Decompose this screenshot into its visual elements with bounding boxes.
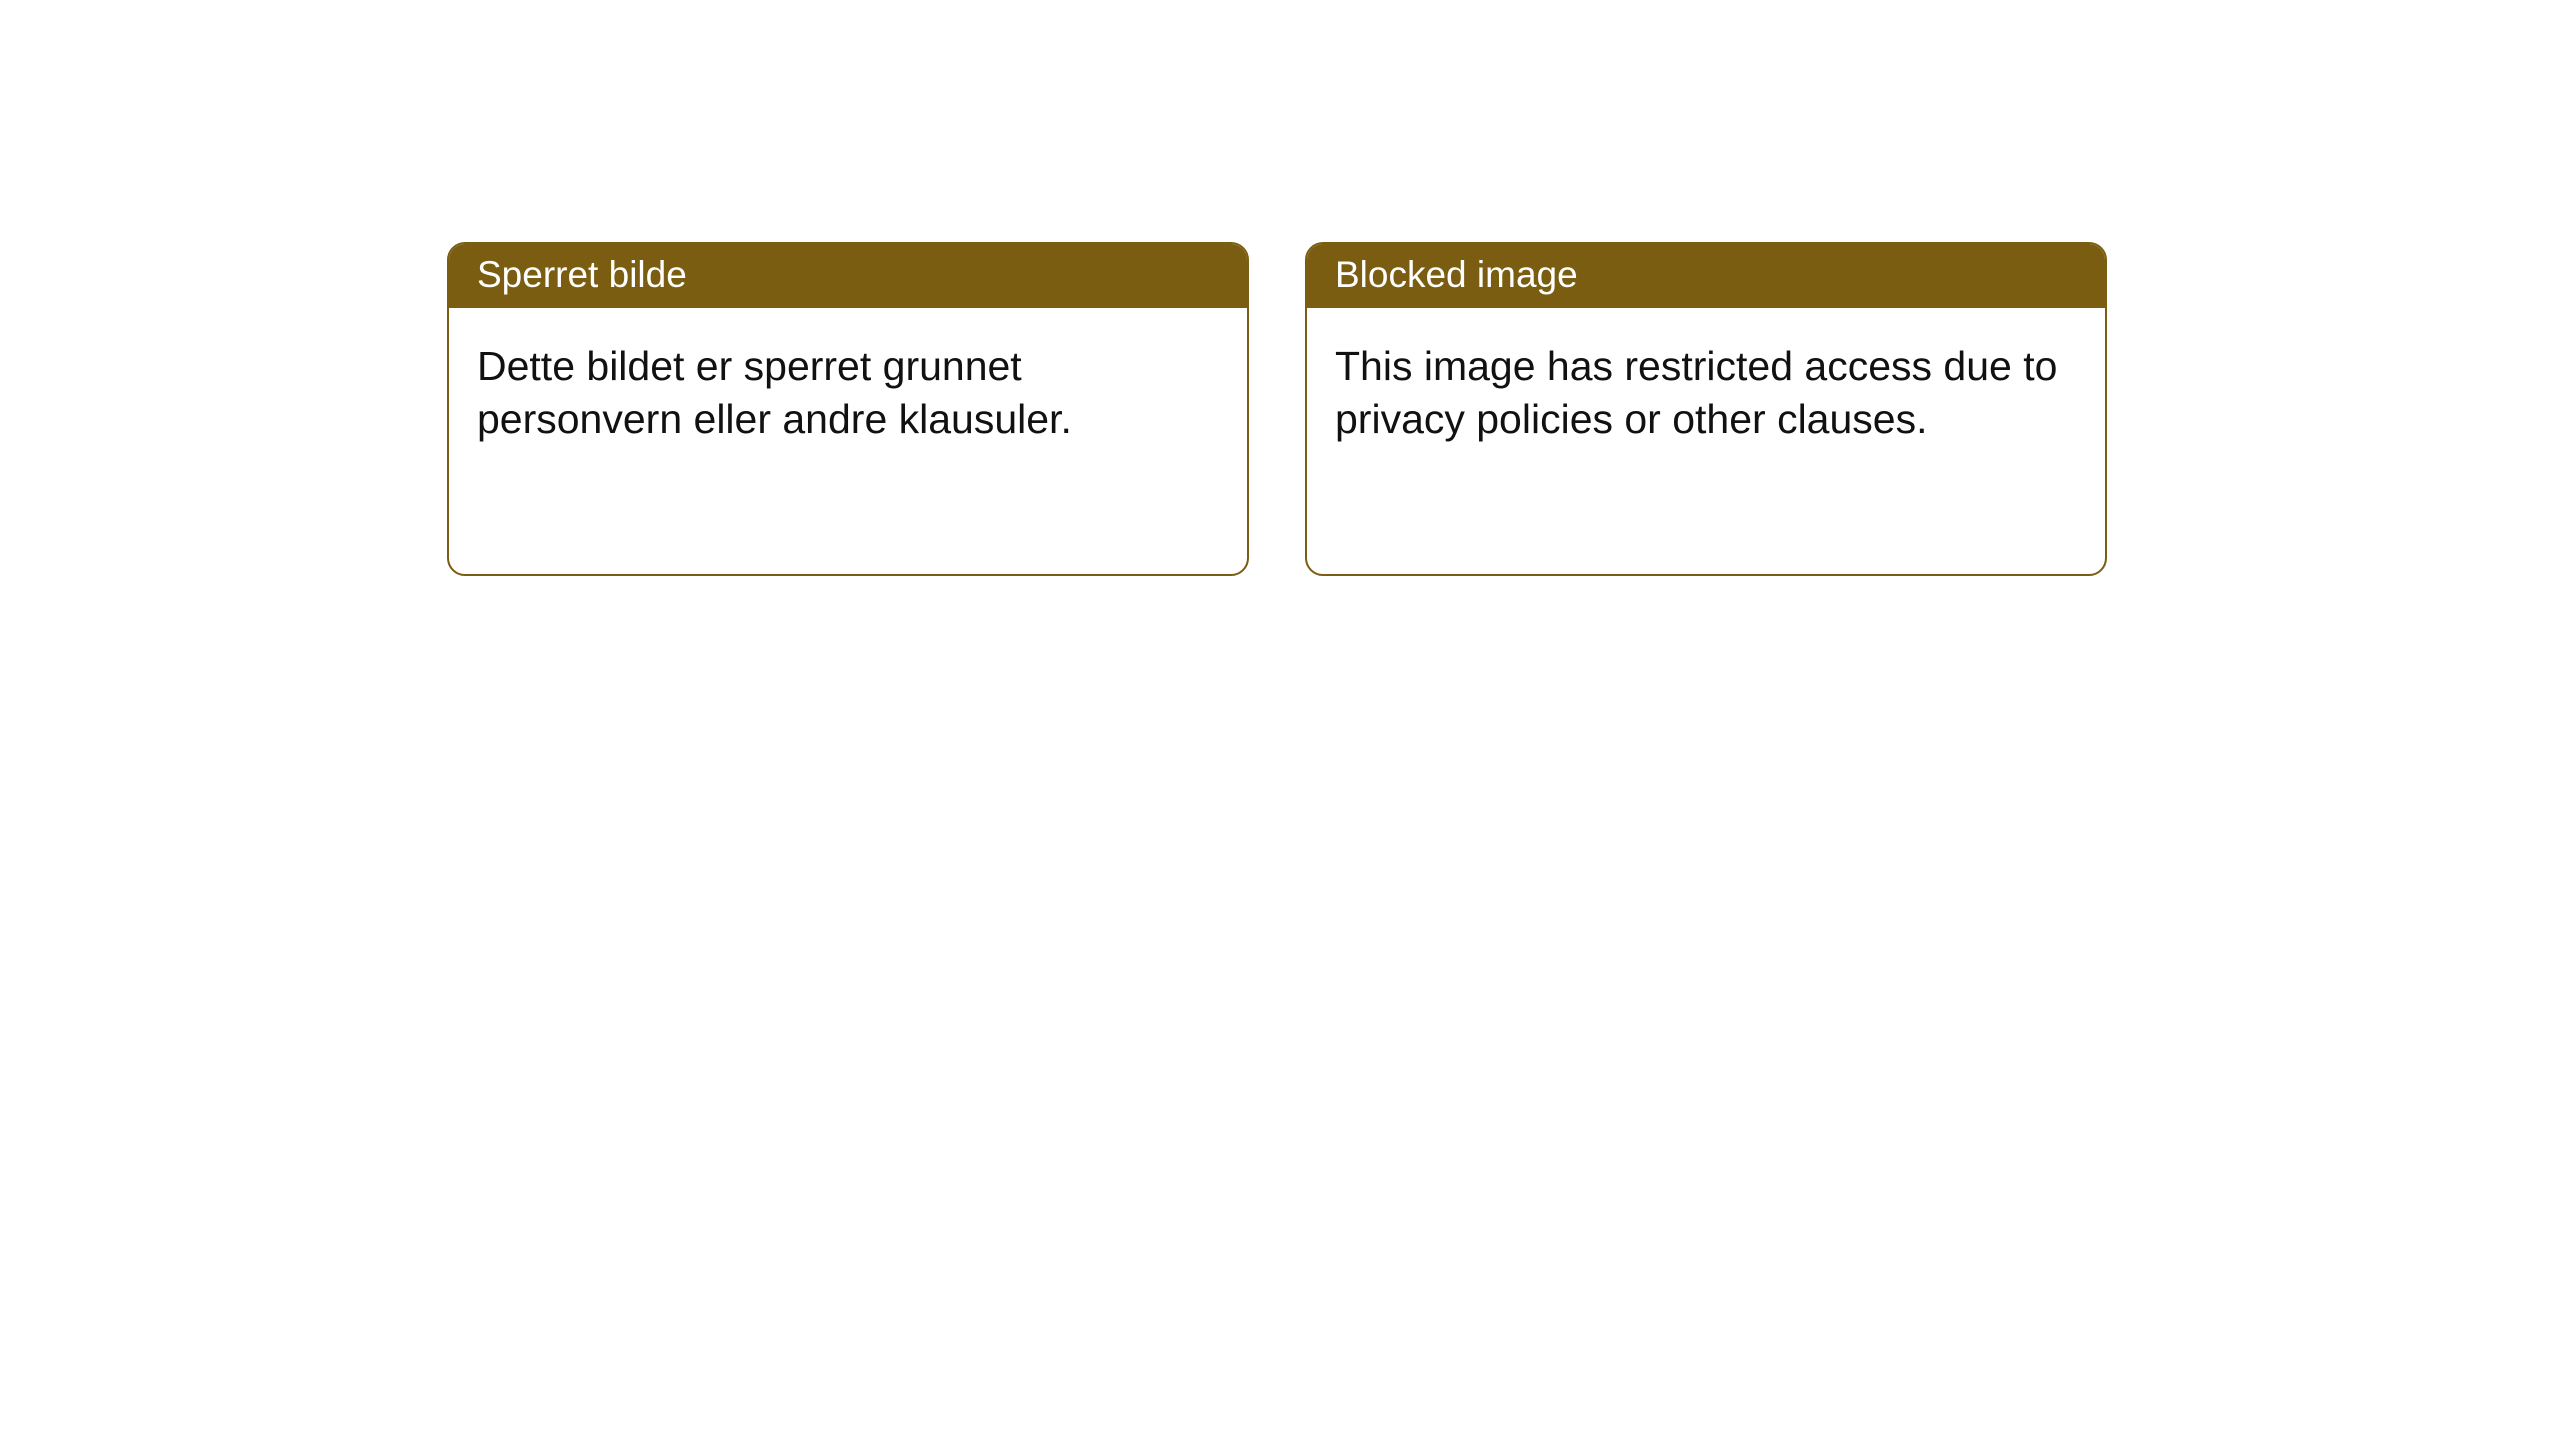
notice-card-no: Sperret bilde Dette bildet er sperret gr… [447,242,1249,576]
notice-body-en: This image has restricted access due to … [1307,308,2105,473]
notice-card-en: Blocked image This image has restricted … [1305,242,2107,576]
notice-container: Sperret bilde Dette bildet er sperret gr… [0,0,2560,576]
notice-header-en: Blocked image [1307,244,2105,308]
notice-body-no: Dette bildet er sperret grunnet personve… [449,308,1247,473]
notice-header-no: Sperret bilde [449,244,1247,308]
